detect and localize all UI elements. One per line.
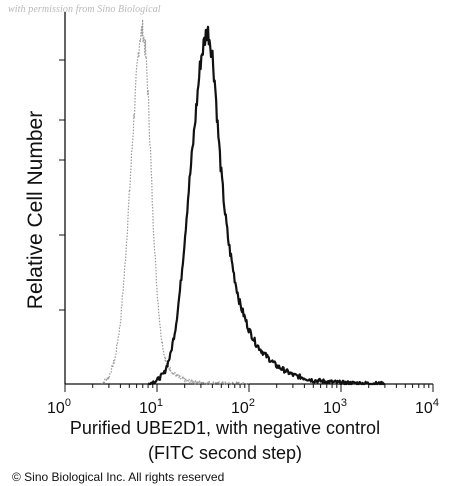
x-tick-base: 10 [415, 400, 433, 417]
watermark: with permission from Sino Biological [8, 4, 161, 15]
x-tick-base: 10 [47, 400, 65, 417]
x-tick-label: 101 [139, 397, 163, 417]
axes [59, 12, 433, 385]
series-layer [101, 18, 386, 386]
x-ticks: 100 101 102 103 104 [47, 384, 439, 417]
x-tick-base: 10 [231, 400, 249, 417]
x-tick-exponent: 1 [157, 397, 163, 409]
x-tick-label: 102 [231, 397, 255, 417]
x-tick-base: 10 [139, 400, 157, 417]
x-tick-label: 100 [47, 397, 71, 417]
x-tick-label: 103 [323, 397, 347, 417]
x-axis-label-line2: (FITC second step) [147, 443, 303, 463]
negative-control-curve [101, 18, 250, 385]
x-tick-label: 104 [415, 397, 439, 417]
ube2d1-curve [147, 25, 386, 386]
y-axis-label: Relative Cell Number [24, 110, 47, 310]
x-tick-exponent: 2 [249, 397, 255, 409]
x-tick-exponent: 3 [341, 397, 347, 409]
x-tick-exponent: 4 [433, 397, 439, 409]
copyright-notice: © Sino Biological Inc. All rights reserv… [12, 470, 225, 484]
x-tick-base: 10 [323, 400, 341, 417]
x-tick-exponent: 0 [65, 397, 71, 409]
x-axis-label-line1: Purified UBE2D1, with negative control [69, 418, 381, 438]
